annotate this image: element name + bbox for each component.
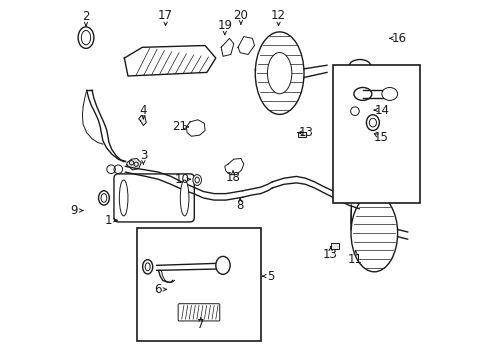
- Bar: [330, 243, 339, 249]
- Ellipse shape: [99, 191, 109, 205]
- Ellipse shape: [180, 180, 188, 216]
- Ellipse shape: [350, 194, 397, 272]
- Text: 9: 9: [70, 204, 78, 217]
- Text: 21: 21: [172, 121, 187, 134]
- Ellipse shape: [195, 177, 199, 183]
- Polygon shape: [139, 116, 146, 126]
- Polygon shape: [126, 158, 141, 170]
- Ellipse shape: [368, 118, 376, 127]
- Ellipse shape: [101, 194, 106, 202]
- Ellipse shape: [81, 31, 90, 45]
- Ellipse shape: [119, 180, 128, 216]
- Text: 1: 1: [104, 214, 112, 227]
- FancyBboxPatch shape: [178, 304, 219, 321]
- Text: 12: 12: [270, 9, 285, 22]
- FancyBboxPatch shape: [114, 174, 194, 222]
- Polygon shape: [238, 37, 254, 54]
- Text: 11: 11: [347, 253, 363, 266]
- Ellipse shape: [192, 175, 201, 185]
- Text: 18: 18: [225, 171, 240, 184]
- Text: 19: 19: [217, 19, 232, 32]
- Polygon shape: [224, 158, 244, 175]
- Text: 15: 15: [373, 131, 388, 144]
- Ellipse shape: [348, 59, 370, 72]
- Text: 13: 13: [298, 126, 313, 139]
- Bar: [137, 228, 260, 341]
- Ellipse shape: [142, 260, 152, 274]
- Text: 10: 10: [174, 173, 189, 186]
- Ellipse shape: [255, 32, 304, 114]
- Ellipse shape: [350, 107, 359, 116]
- Text: 7: 7: [197, 318, 204, 331]
- Ellipse shape: [381, 87, 397, 100]
- Text: 16: 16: [390, 32, 406, 45]
- Text: 4: 4: [140, 104, 147, 117]
- Ellipse shape: [145, 263, 150, 271]
- Polygon shape: [221, 39, 233, 56]
- Ellipse shape: [366, 115, 379, 131]
- Text: 5: 5: [266, 270, 273, 283]
- Ellipse shape: [267, 53, 291, 94]
- Polygon shape: [186, 120, 204, 136]
- Text: 20: 20: [233, 9, 248, 22]
- Text: 8: 8: [236, 199, 244, 212]
- Ellipse shape: [353, 87, 371, 100]
- Text: 6: 6: [154, 283, 161, 296]
- Ellipse shape: [215, 256, 230, 274]
- Ellipse shape: [78, 27, 94, 48]
- Polygon shape: [124, 45, 215, 76]
- Text: 17: 17: [158, 9, 173, 22]
- Text: 3: 3: [140, 149, 147, 162]
- Text: 13: 13: [323, 248, 337, 261]
- Text: 14: 14: [374, 104, 389, 117]
- Text: 2: 2: [82, 10, 90, 23]
- Bar: [298, 132, 305, 137]
- Bar: [333, 65, 419, 203]
